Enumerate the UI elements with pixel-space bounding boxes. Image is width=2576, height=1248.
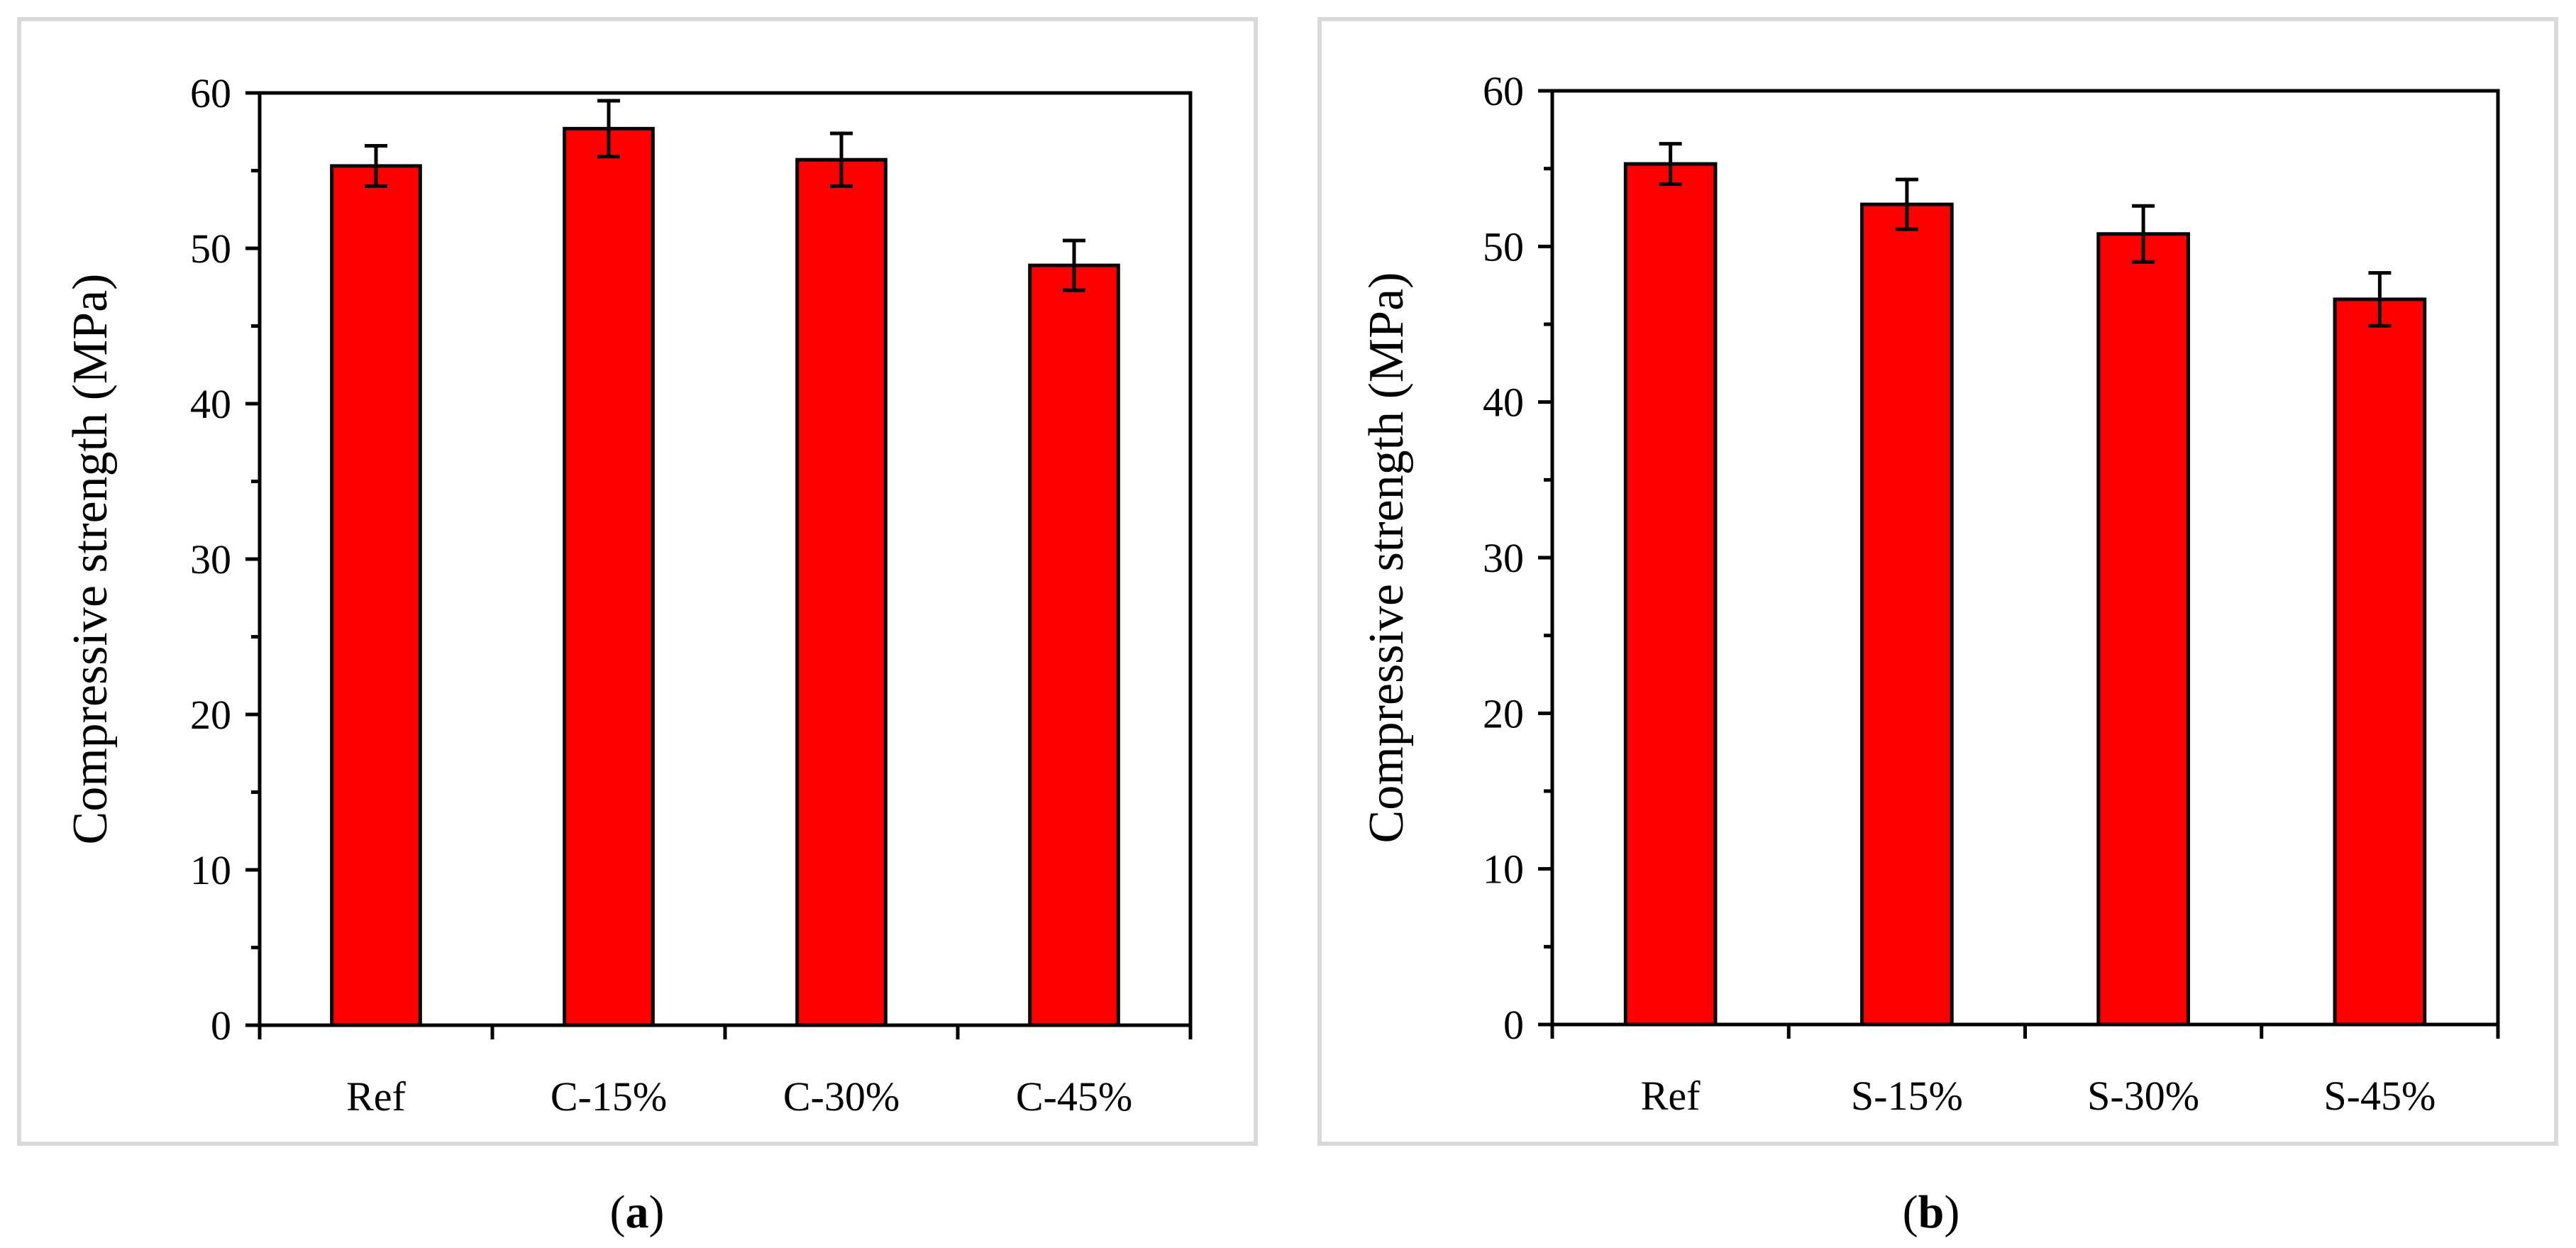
panel-b: 0 10 20 30 40 50 60 Ref S-15% S-30% S-45% Compres…	[1317, 17, 2558, 1238]
panel-b-y-tick-label: 0	[1503, 1002, 1524, 1048]
panel-a-category-label: C-45%	[1016, 1073, 1132, 1120]
panel-b-category-label: S-45%	[2323, 1073, 2436, 1119]
panel-a-bar-1	[330, 164, 422, 1027]
panel-b-y-tick-label: 60	[1483, 68, 1524, 114]
panel-b-bar-3	[2096, 232, 2190, 1027]
panel-b-category-label: S-30%	[2087, 1073, 2199, 1119]
panel-a-y-tick-label: 0	[211, 1003, 231, 1049]
panel-b-bar-4	[2333, 297, 2427, 1027]
panel-a-bar-2	[563, 126, 655, 1027]
panel-b-y-tick-label: 50	[1483, 223, 1524, 270]
panel-a-y-tick-label: 10	[190, 847, 231, 893]
panel-a-category-label: Ref	[346, 1073, 406, 1120]
panel-a-error-bars	[365, 99, 1085, 292]
panel-a-y-tick-label: 30	[190, 536, 231, 582]
panel-a-category-label: C-30%	[783, 1073, 900, 1120]
panel-a-bar-4	[1028, 263, 1120, 1027]
panel-b-y-tick-label: 30	[1483, 535, 1524, 581]
panel-b-caption: (b)	[1903, 1186, 1960, 1238]
panel-b-bar-2	[1860, 202, 1954, 1027]
panel-b-category-label: S-15%	[1851, 1073, 1963, 1119]
panel-a-y-axis: 0 10 20 30 40 50 60	[190, 70, 260, 1049]
panel-a-y-tick-label: 60	[190, 70, 231, 116]
panel-a-category-label: C-15%	[551, 1073, 667, 1120]
panel-b-error-bars	[1659, 142, 2392, 328]
panel-a-bar-3	[795, 158, 888, 1027]
panel-b-y-tick-label: 40	[1483, 380, 1524, 426]
panel-b-y-axis-label: Compressive strength (MPa)	[1359, 272, 1414, 844]
panel-a-y-tick-label: 20	[190, 692, 231, 738]
panel-b-x-axis: Ref S-15% S-30% S-45%	[1550, 1025, 2500, 1119]
panel-b-y-tick-label: 10	[1483, 846, 1524, 893]
panel-b-y-tick-label: 20	[1483, 690, 1524, 736]
panel-a-y-axis-label: Compressive strength (MPa)	[63, 274, 118, 845]
panel-b-bars	[1623, 162, 2427, 1027]
panel-b-category-label: Ref	[1641, 1073, 1701, 1119]
panel-a-y-tick-label: 50	[190, 226, 231, 272]
panel-a-x-axis: Ref C-15% C-30% C-45%	[258, 1025, 1193, 1120]
panel-b-y-axis: 0 10 20 30 40 50 60	[1483, 68, 1552, 1048]
panel-b-bar-1	[1623, 162, 1718, 1027]
panel-a-y-tick-label: 40	[190, 381, 231, 427]
panel-a-caption: (a)	[610, 1186, 665, 1238]
panel-a: 0 10 20 30 40 50 60 Ref C-15% C-30% C-45% Compres…	[17, 17, 1258, 1238]
